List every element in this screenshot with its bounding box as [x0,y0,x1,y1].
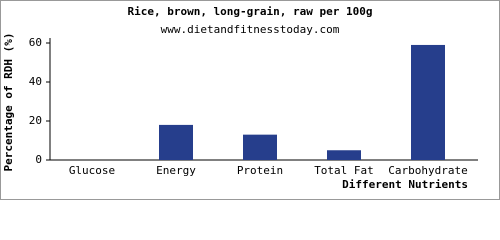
x-tick-label: Protein [237,164,283,177]
y-tick-label: 40 [29,75,42,88]
y-tick-label: 60 [29,36,42,49]
x-tick-label: Total Fat [314,164,374,177]
chart-subtitle: www.dietandfitnesstoday.com [161,23,340,36]
chart-title: Rice, brown, long-grain, raw per 100g [127,5,372,18]
x-tick-label: Glucose [69,164,115,177]
y-tick-label: 0 [35,153,42,166]
page: Rice, brown, long-grain, raw per 100g ww… [0,0,500,200]
bar [243,134,277,160]
x-tick-label: Carbohydrate [388,164,467,177]
y-tick-label: 20 [29,114,42,127]
chart: Rice, brown, long-grain, raw per 100g ww… [0,0,500,200]
bar [327,150,361,160]
bar [411,44,445,161]
x-axis-title: Different Nutrients [342,178,468,191]
x-tick-label: Energy [156,164,196,177]
bar [159,124,193,160]
y-axis-title: Percentage of RDH (%) [2,32,15,171]
